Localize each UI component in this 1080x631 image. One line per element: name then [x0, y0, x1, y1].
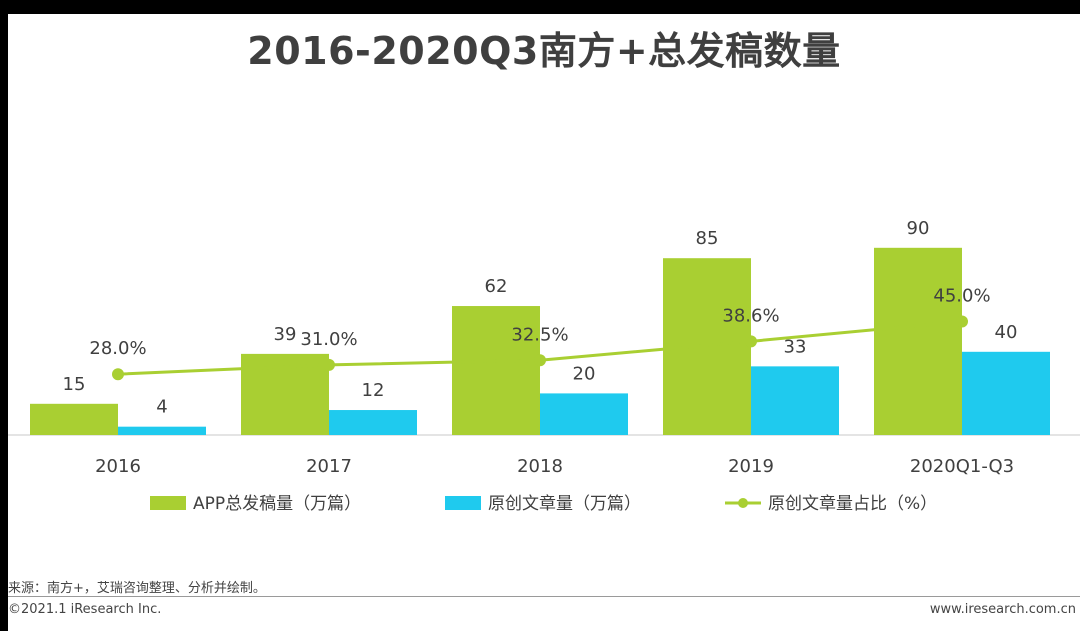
chart-canvas: 2016-2020Q3南方+总发稿数量 15 4 2016 39 12 2017 62 20 2…: [8, 14, 1080, 631]
legend-swatch-1: [445, 496, 481, 510]
legend-line-marker: [738, 498, 748, 508]
x-tick-label: 2017: [306, 456, 352, 477]
x-tick-label: 2016: [95, 456, 141, 477]
ratio-point-1: [323, 358, 335, 371]
bar-app-total-0: [30, 403, 118, 435]
bar-value-label: 85: [696, 228, 719, 249]
bar-original-3: [751, 366, 839, 435]
bar-value-label: 20: [573, 363, 596, 384]
website-link[interactable]: www.iresearch.com.cn: [929, 602, 1076, 617]
chart-title: 2016-2020Q3南方+总发稿数量: [247, 29, 841, 73]
bar-original-2: [540, 393, 628, 435]
ratio-value-label: 38.6%: [722, 305, 779, 326]
legend-swatch-0: [150, 496, 186, 510]
bar-original-0: [118, 426, 206, 435]
bar-value-label: 12: [362, 380, 385, 401]
ratio-point-4: [956, 315, 968, 328]
legend-label-2: 原创文章量占比（%）: [768, 494, 937, 514]
bar-value-label: 33: [784, 336, 807, 357]
ratio-value-label: 32.5%: [511, 324, 568, 345]
ratio-value-label: 45.0%: [933, 286, 990, 307]
bar-value-label: 4: [156, 397, 167, 418]
ratio-value-label: 31.0%: [300, 329, 357, 350]
ratio-point-3: [745, 335, 757, 348]
bar-original-1: [329, 410, 417, 435]
footer-divider: [8, 596, 1080, 597]
bar-value-label: 90: [907, 218, 930, 239]
ratio-point-2: [534, 354, 546, 367]
ratio-point-0: [112, 368, 124, 381]
x-tick-label: 2018: [517, 456, 563, 477]
ratio-value-label: 28.0%: [89, 338, 146, 359]
combo-chart: 15 4 2016 39 12 2017 62 20 2018 85 33 2019 90 40 2020Q…: [8, 218, 1080, 514]
bar-original-4: [962, 351, 1050, 435]
bar-value-label: 62: [485, 276, 508, 297]
legend-label-1: 原创文章量（万篇）: [488, 494, 641, 514]
bar-app-total-4: [874, 247, 962, 435]
x-tick-label: 2020Q1-Q3: [910, 456, 1014, 477]
bar-app-total-2: [452, 306, 540, 435]
source-note: 来源：南方+，艾瑞咨询整理、分析并绘制。: [8, 581, 266, 596]
legend-label-0: APP总发稿量（万篇）: [193, 494, 361, 514]
bar-value-label: 39: [274, 324, 297, 345]
x-tick-label: 2019: [728, 456, 774, 477]
bar-value-label: 15: [63, 374, 86, 395]
bar-value-label: 40: [995, 322, 1018, 343]
copyright-text: ©2021.1 iResearch Inc.: [8, 602, 162, 617]
